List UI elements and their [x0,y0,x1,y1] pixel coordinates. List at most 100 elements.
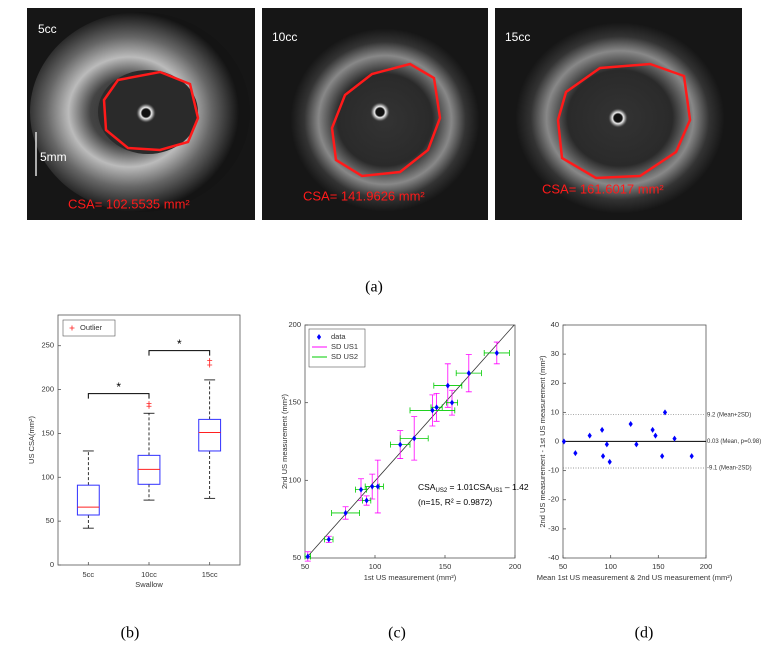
image-label: 10cc [272,30,297,44]
y-tick-label: 10 [551,407,559,416]
ultrasound-image [27,8,255,220]
x-tick-label: 100 [369,562,382,571]
point [662,409,668,416]
point [660,453,665,460]
annotation: (n=15, R² = 0.9872) [418,497,492,507]
point [412,435,417,442]
y-tick-label: 150 [288,398,301,407]
point [600,453,606,460]
point [434,404,439,411]
point [653,432,658,439]
y-axis-label: 2nd US measurement - 1st US measurement … [538,355,547,528]
box [76,484,100,516]
y-tick-label: 200 [41,385,54,394]
csa-annotation: CSA= 141.9626 mm² [303,188,425,203]
point [305,553,310,560]
y-tick-label: 100 [288,475,301,484]
point [343,509,348,516]
reference-label: 9.2 (Mean+2SD) [707,412,751,418]
x-axis-label: Mean 1st US measurement & 2nd US measure… [537,573,733,582]
point [449,399,455,406]
annotation-part: CSA [418,482,436,492]
point [604,441,609,448]
x-tick-label: 100 [604,562,617,571]
point [364,497,369,504]
plot-frame [304,324,516,559]
point [398,441,403,448]
ultrasound-image [495,8,742,220]
x-tick-label: 50 [559,562,567,571]
x-tick-label: 10cc [141,570,157,579]
point [607,458,612,465]
x-tick-label: 200 [700,562,713,571]
significance-label: * [177,337,182,351]
reference-label: -9.1 (Mean-2SD) [707,466,752,472]
caption: (c) [388,625,406,642]
y-tick-label: 150 [41,428,54,437]
y-tick-label: 40 [551,320,559,329]
annotation-part: US2 [435,488,447,494]
caption: (d) [635,625,654,642]
y-tick-label: 50 [293,553,301,562]
point [466,370,471,377]
csa-annotation: CSA= 161.6017 mm² [542,181,664,196]
point [587,432,592,439]
outlier [146,401,152,407]
scale-bar-label: 5mm [40,150,67,164]
legend-label: data [331,332,346,341]
x-tick-label: 50 [301,562,309,571]
legend [62,319,116,337]
y-tick-label: -20 [548,495,559,504]
y-tick-label: 30 [551,349,559,358]
point [599,426,605,433]
point [358,486,364,493]
legend-label: SD US1 [331,342,358,351]
y-tick-label: 100 [41,472,54,481]
annotation: CSAUS2 = 1.01CSAUS1 – 1.42 [418,482,529,493]
point [628,421,633,428]
ultrasound-image [262,8,488,220]
y-axis-label: US CSA(mm²) [27,416,36,464]
y-tick-label: 50 [46,516,54,525]
y-tick-label: -10 [548,466,559,475]
annotation-part: – 1.42 [503,482,529,492]
legend-marker [316,334,322,340]
significance-bracket [87,393,150,399]
annotation-part: = 1.01CSA [447,482,491,492]
y-tick-label: 0 [50,560,54,569]
y-tick-label: -40 [548,553,559,562]
outlier [207,358,213,364]
x-tick-label: 15cc [202,570,218,579]
significance-bracket [148,350,211,356]
point [494,349,499,356]
x-axis-label: 1st US measurement (mm²) [364,573,457,582]
image-label: 5cc [38,22,57,36]
x-tick-label: 150 [439,562,452,571]
point [650,426,655,433]
annotation-part: US1 [491,488,503,494]
caption: (a) [365,279,383,296]
point [445,382,450,389]
point [430,407,435,414]
point [375,483,380,490]
x-tick-label: 5cc [82,570,94,579]
legend-marker [69,325,75,331]
fit-line [305,324,515,559]
caption: (b) [121,625,140,642]
point [689,453,694,460]
point [634,441,639,448]
point [672,435,677,442]
legend-label: Outlier [80,323,103,332]
image-label: 15cc [505,30,530,44]
legend-label: SD US2 [331,352,358,361]
x-tick-label: 200 [509,562,522,571]
x-axis-label: Swallow [135,580,163,589]
annotation-part: (n=15, R² = 0.9872) [418,497,492,507]
y-tick-label: 20 [551,378,559,387]
y-tick-label: 250 [41,341,54,350]
reference-label: 0.03 (Mean, p=0.98) [707,439,761,445]
box [198,418,222,452]
point [370,483,375,490]
csa-annotation: CSA= 102.5535 mm² [68,196,190,211]
